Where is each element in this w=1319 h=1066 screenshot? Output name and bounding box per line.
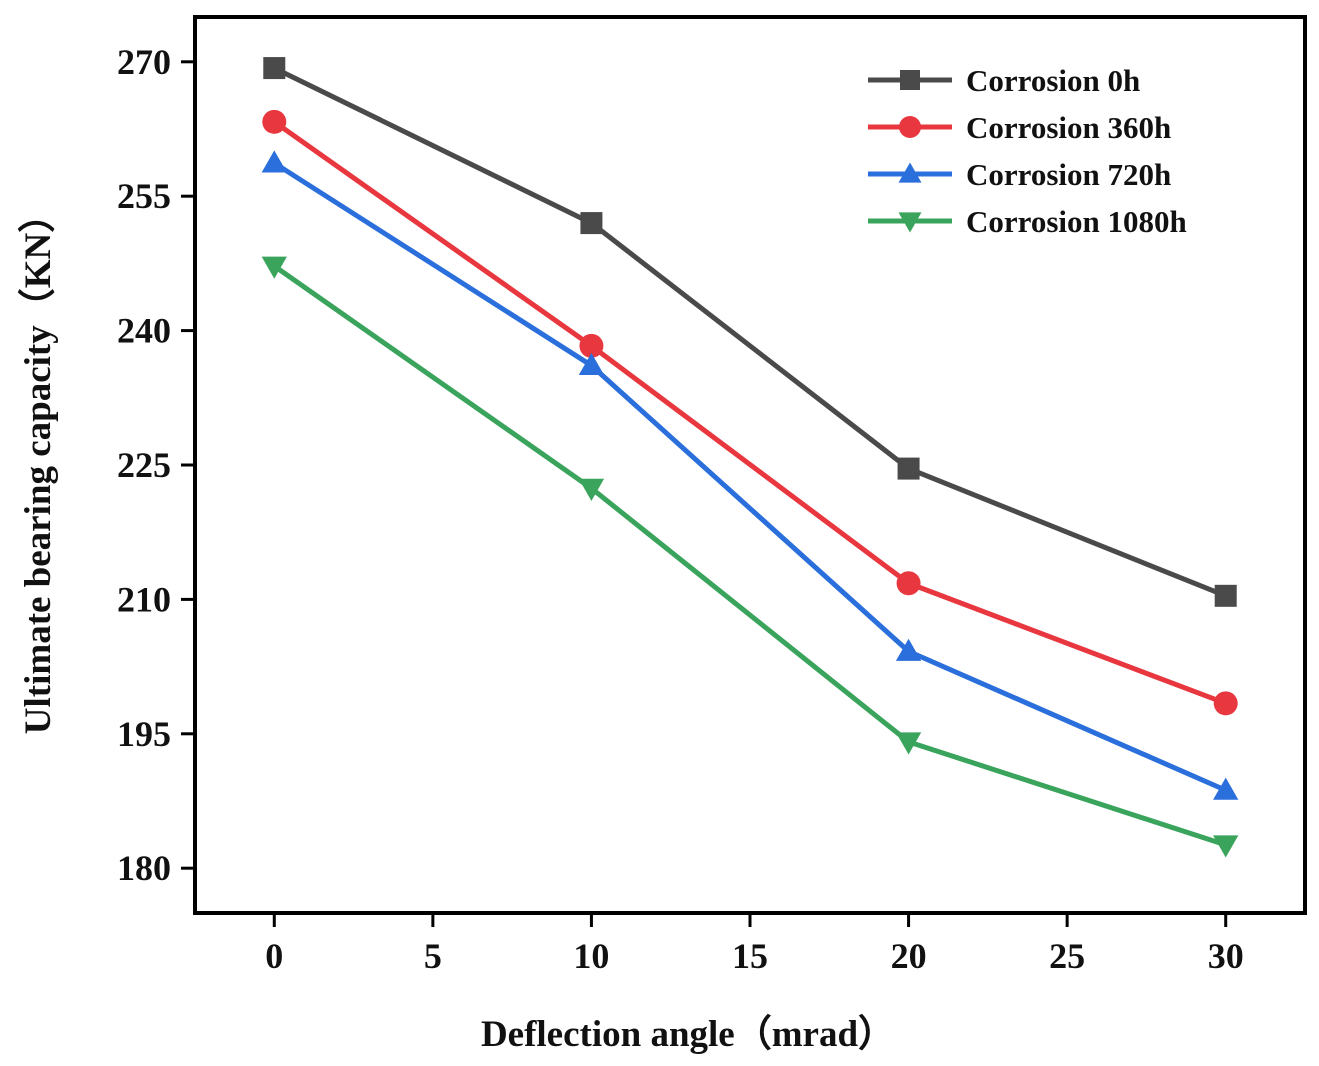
y-axis-title: Ultimate bearing capacity（KN） (17, 196, 59, 734)
y-tick-label: 270 (117, 42, 171, 82)
x-tick-label: 10 (573, 936, 609, 976)
legend-item: Corrosion 360h (868, 110, 1171, 145)
series-line (272, 264, 1227, 848)
x-tick-label: 5 (424, 936, 442, 976)
x-tick-label: 30 (1208, 936, 1244, 976)
data-point (261, 256, 287, 279)
y-tick-label: 180 (117, 848, 171, 888)
data-point (578, 478, 605, 501)
series-line (272, 119, 1227, 706)
legend-label: Corrosion 1080h (966, 204, 1187, 239)
data-point (1214, 584, 1237, 607)
data-point (1213, 835, 1239, 858)
data-point (1213, 777, 1239, 800)
x-axis-ticks: 0 5 10 15 20 25 30 (265, 913, 1244, 976)
data-point (261, 150, 287, 173)
legend-item: Corrosion 1080h (868, 204, 1187, 239)
series-line (272, 160, 1227, 793)
x-tick-label: 15 (732, 936, 768, 976)
legend-marker (898, 212, 922, 233)
series-3 (261, 150, 1239, 800)
legend-item: Corrosion 720h (868, 157, 1171, 192)
legend-label: Corrosion 0h (966, 63, 1140, 98)
data-point (895, 732, 922, 755)
series-line (273, 65, 1227, 599)
legend-marker (900, 70, 920, 90)
data-point (1213, 691, 1238, 716)
data-point (580, 212, 603, 235)
series-1 (263, 57, 1237, 607)
y-tick-label: 240 (117, 311, 171, 351)
x-axis-title: Deflection angle（mrad） (481, 1013, 895, 1055)
legend-label: Corrosion 360h (966, 110, 1171, 145)
legend-item: Corrosion 0h (868, 63, 1140, 98)
y-tick-label: 195 (117, 714, 171, 754)
legend: Corrosion 0h Corrosion 360h Corrosion 720h… (868, 63, 1187, 239)
legend-label: Corrosion 720h (966, 157, 1171, 192)
x-tick-label: 25 (1049, 936, 1085, 976)
y-tick-label: 225 (117, 445, 171, 485)
data-point (897, 457, 920, 480)
series-layer (261, 57, 1239, 858)
data-point (896, 571, 921, 596)
y-tick-label: 210 (117, 579, 171, 619)
data-point (262, 109, 287, 134)
data-point (579, 333, 604, 358)
y-axis-ticks: 180 195 210 225 240 255 270 (117, 42, 195, 888)
y-tick-label: 255 (117, 176, 171, 216)
series-2 (262, 109, 1238, 716)
x-tick-label: 0 (265, 936, 283, 976)
legend-marker (899, 116, 921, 138)
data-point (578, 352, 605, 376)
data-point (263, 57, 286, 80)
data-point (895, 638, 922, 661)
legend-marker (898, 162, 922, 183)
x-tick-label: 20 (891, 936, 927, 976)
series-4 (261, 256, 1239, 858)
